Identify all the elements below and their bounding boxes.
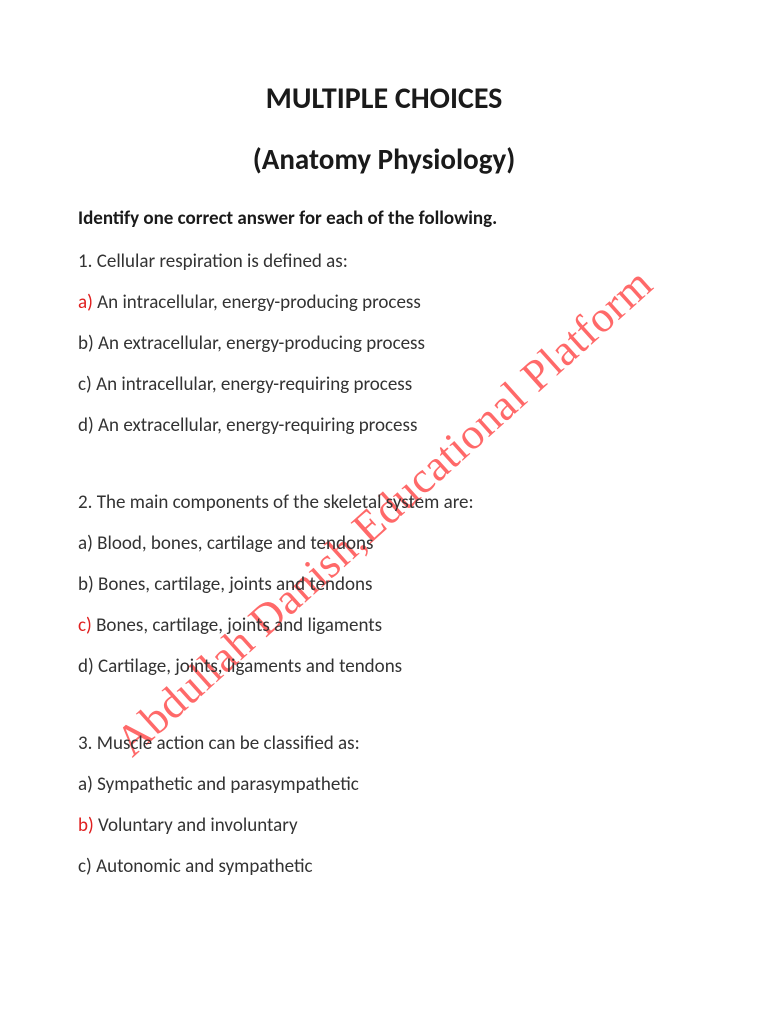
option-text: Cartilage, joints, ligaments and tendons	[94, 655, 402, 678]
answer-option: c) An intracellular, energy-requiring pr…	[78, 373, 690, 396]
option-text: An intracellular, energy-requiring proce…	[92, 373, 412, 396]
option-label: b)	[78, 573, 94, 596]
spacer	[78, 696, 690, 732]
option-text: Bones, cartilage, joints and ligaments	[92, 614, 382, 637]
option-text: Voluntary and involuntary	[94, 814, 298, 837]
option-text: Blood, bones, cartilage and tendons	[93, 532, 374, 555]
answer-option: b) Bones, cartilage, joints and tendons	[78, 573, 690, 596]
answer-option: a) Sympathetic and parasympathetic	[78, 773, 690, 796]
question-text: Cellular respiration is defined as:	[97, 250, 348, 273]
option-label: b)	[78, 332, 94, 355]
option-label: a)	[78, 532, 93, 555]
option-label: a)	[78, 291, 93, 314]
answer-option: a) An intracellular, energy-producing pr…	[78, 291, 690, 314]
spacer	[78, 455, 690, 491]
answer-option: a) Blood, bones, cartilage and tendons	[78, 532, 690, 555]
option-text: Autonomic and sympathetic	[92, 855, 313, 878]
answer-option: b) An extracellular, energy-producing pr…	[78, 332, 690, 355]
answer-option: b) Voluntary and involuntary	[78, 814, 690, 837]
question-stem: 1. Cellular respiration is defined as:	[78, 250, 690, 273]
option-label: c)	[78, 855, 92, 878]
option-label: d)	[78, 414, 94, 437]
option-label: c)	[78, 614, 92, 637]
answer-option: d) An extracellular, energy-requiring pr…	[78, 414, 690, 437]
page-title: MULTIPLE CHOICES	[78, 80, 690, 117]
question-number: 1.	[78, 250, 92, 273]
question-text: Muscle action can be classified as:	[97, 732, 360, 755]
question-stem: 3. Muscle action can be classified as:	[78, 732, 690, 755]
option-text: An intracellular, energy-producing proce…	[93, 291, 421, 314]
option-label: d)	[78, 655, 94, 678]
instruction-text: Identify one correct answer for each of …	[78, 207, 690, 230]
option-label: a)	[78, 773, 93, 796]
option-text: Bones, cartilage, joints and tendons	[94, 573, 373, 596]
question-text: The main components of the skeletal syst…	[97, 491, 474, 514]
question-number: 3.	[78, 732, 92, 755]
question-number: 2.	[78, 491, 92, 514]
option-label: c)	[78, 373, 92, 396]
question-stem: 2. The main components of the skeletal s…	[78, 491, 690, 514]
option-text: Sympathetic and parasympathetic	[93, 773, 359, 796]
option-text: An extracellular, energy-requiring proce…	[94, 414, 418, 437]
option-label: b)	[78, 814, 94, 837]
answer-option: c) Bones, cartilage, joints and ligament…	[78, 614, 690, 637]
answer-option: c) Autonomic and sympathetic	[78, 855, 690, 878]
page-subtitle: (Anatomy Physiology)	[78, 141, 690, 177]
document-page: MULTIPLE CHOICES (Anatomy Physiology) Id…	[0, 0, 768, 936]
answer-option: d) Cartilage, joints, ligaments and tend…	[78, 655, 690, 678]
option-text: An extracellular, energy-producing proce…	[94, 332, 425, 355]
